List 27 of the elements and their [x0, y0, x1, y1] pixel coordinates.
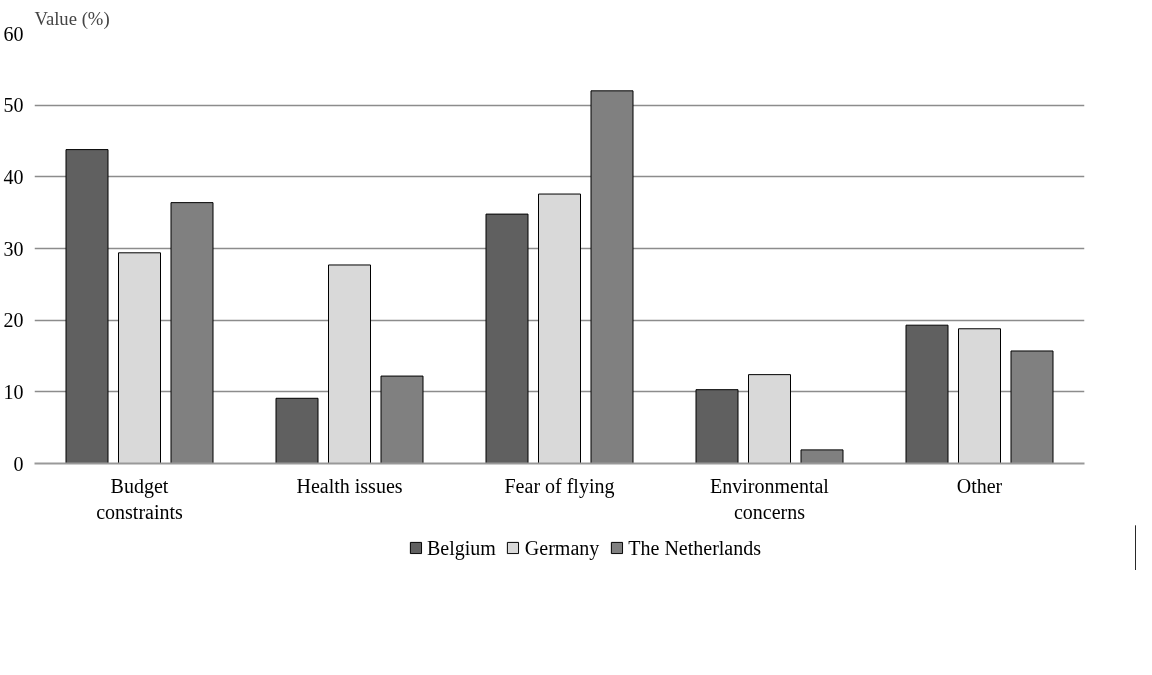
bar [800, 449, 844, 464]
y-tick-label: 50 [3, 94, 24, 117]
bar [695, 389, 739, 464]
y-tick-label: 0 [13, 452, 24, 475]
x-tick-label: Fear of flying [504, 474, 615, 498]
bar [275, 397, 319, 464]
x-tick-label: Environmental concerns [710, 474, 830, 523]
bar [748, 374, 791, 464]
bar [538, 193, 581, 464]
x-tick-label: Other [956, 474, 1003, 497]
legend-label: The Netherlands [628, 536, 762, 559]
legend-label: Belgium [426, 536, 496, 559]
x-tick-label: Health issues [296, 474, 403, 497]
y-tick-label: 60 [3, 22, 24, 45]
bar [65, 149, 109, 464]
y-tick-label: 20 [3, 309, 24, 332]
bar [328, 264, 371, 464]
y-tick-label: 10 [3, 380, 24, 403]
legend-label: Germany [524, 536, 600, 559]
bar [958, 328, 1001, 464]
bar [905, 324, 949, 464]
bar [118, 252, 161, 464]
y-tick-label: 30 [3, 237, 24, 260]
x-tick-label: Budget constraints [96, 474, 184, 523]
y-tick-label: 40 [3, 165, 24, 188]
y-axis-title: Value (%) [34, 7, 110, 30]
bar [485, 213, 529, 464]
